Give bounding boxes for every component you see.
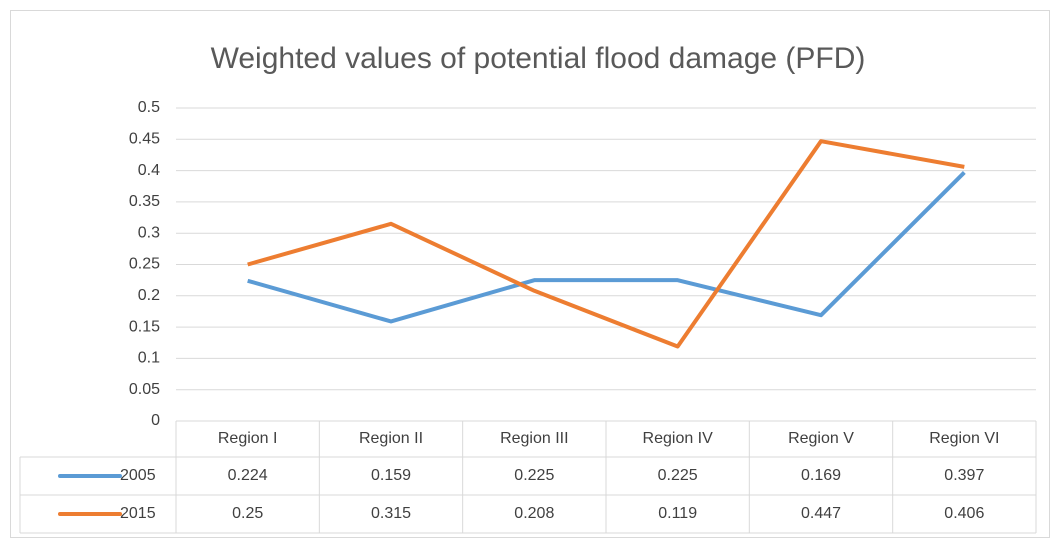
series-line xyxy=(247,139,965,349)
x-tick-label: Region III xyxy=(500,430,568,447)
table-cell: 0.406 xyxy=(944,505,984,522)
table-cell: 0.225 xyxy=(514,467,554,484)
y-tick-label: 0.15 xyxy=(129,318,160,335)
table-cell: 0.159 xyxy=(371,467,411,484)
y-tick-label: 0 xyxy=(151,412,160,429)
y-tick-label: 0.4 xyxy=(138,162,160,179)
table-cell: 0.169 xyxy=(801,467,841,484)
legend-label: 2005 xyxy=(120,467,156,484)
x-tick-label: Region I xyxy=(218,430,278,447)
x-tick-label: Region V xyxy=(788,430,854,447)
table-cell: 0.447 xyxy=(801,505,841,522)
legend-label: 2015 xyxy=(120,505,156,522)
table-cell: 0.25 xyxy=(232,505,263,522)
y-tick-label: 0.35 xyxy=(129,193,160,210)
x-tick-label: Region II xyxy=(359,430,423,447)
x-tick-label: Region IV xyxy=(643,430,714,447)
table-cell: 0.225 xyxy=(658,467,698,484)
table-cell: 0.119 xyxy=(658,505,697,522)
y-tick-label: 0.45 xyxy=(129,131,160,148)
table-cell: 0.397 xyxy=(944,467,984,484)
series-line xyxy=(247,171,966,324)
y-tick-label: 0.05 xyxy=(129,381,160,398)
chart-title: Weighted values of potential flood damag… xyxy=(211,42,866,75)
table-cell: 0.315 xyxy=(371,505,411,522)
y-tick-label: 0.1 xyxy=(138,350,160,367)
table-cell: 0.224 xyxy=(228,467,268,484)
table-cell: 0.208 xyxy=(514,505,554,522)
chart-border xyxy=(10,10,1050,538)
x-tick-label: Region VI xyxy=(929,430,999,447)
y-tick-label: 0.25 xyxy=(129,256,160,273)
y-tick-label: 0.5 xyxy=(138,99,160,116)
y-tick-label: 0.2 xyxy=(138,287,160,304)
y-tick-label: 0.3 xyxy=(138,224,160,241)
